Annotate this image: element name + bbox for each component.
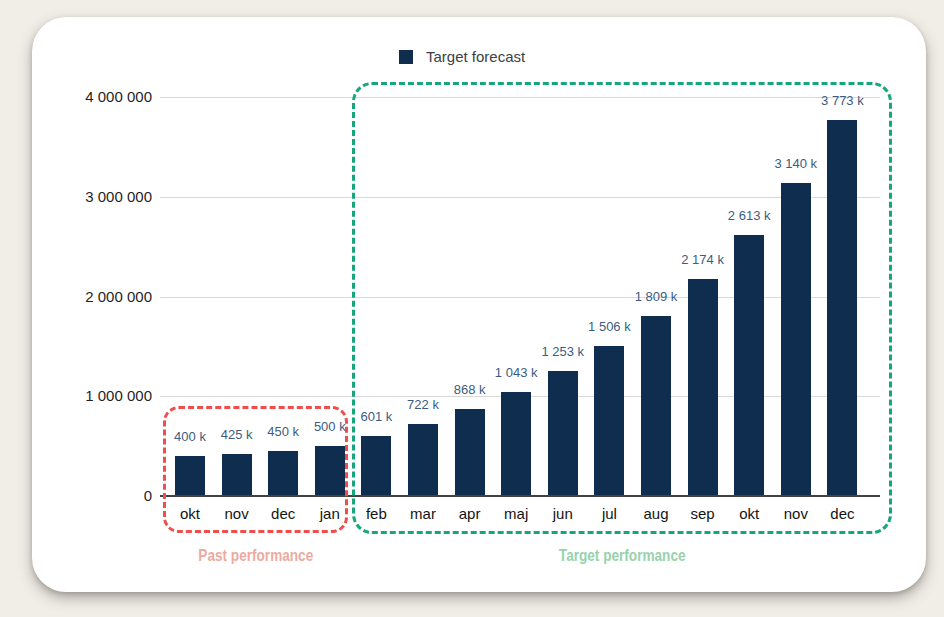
y-axis-tick-label: 3 000 000 bbox=[30, 188, 152, 205]
target-performance-label: Target performance bbox=[352, 546, 892, 566]
y-axis-tick-label: 4 000 000 bbox=[30, 88, 152, 105]
chart-canvas: Target forecast 0 1 000 000 2 000 000 3 000… bbox=[0, 0, 944, 617]
y-axis-tick-label: 0 bbox=[30, 487, 152, 504]
past-performance-label: Past performance bbox=[163, 546, 348, 566]
past-performance-box bbox=[163, 406, 348, 533]
y-axis-tick-label: 2 000 000 bbox=[30, 288, 152, 305]
y-axis-tick-label: 1 000 000 bbox=[30, 387, 152, 404]
legend-swatch-icon bbox=[399, 50, 413, 64]
target-performance-box bbox=[352, 82, 892, 534]
legend[interactable]: Target forecast bbox=[399, 48, 525, 65]
legend-label: Target forecast bbox=[426, 48, 525, 65]
